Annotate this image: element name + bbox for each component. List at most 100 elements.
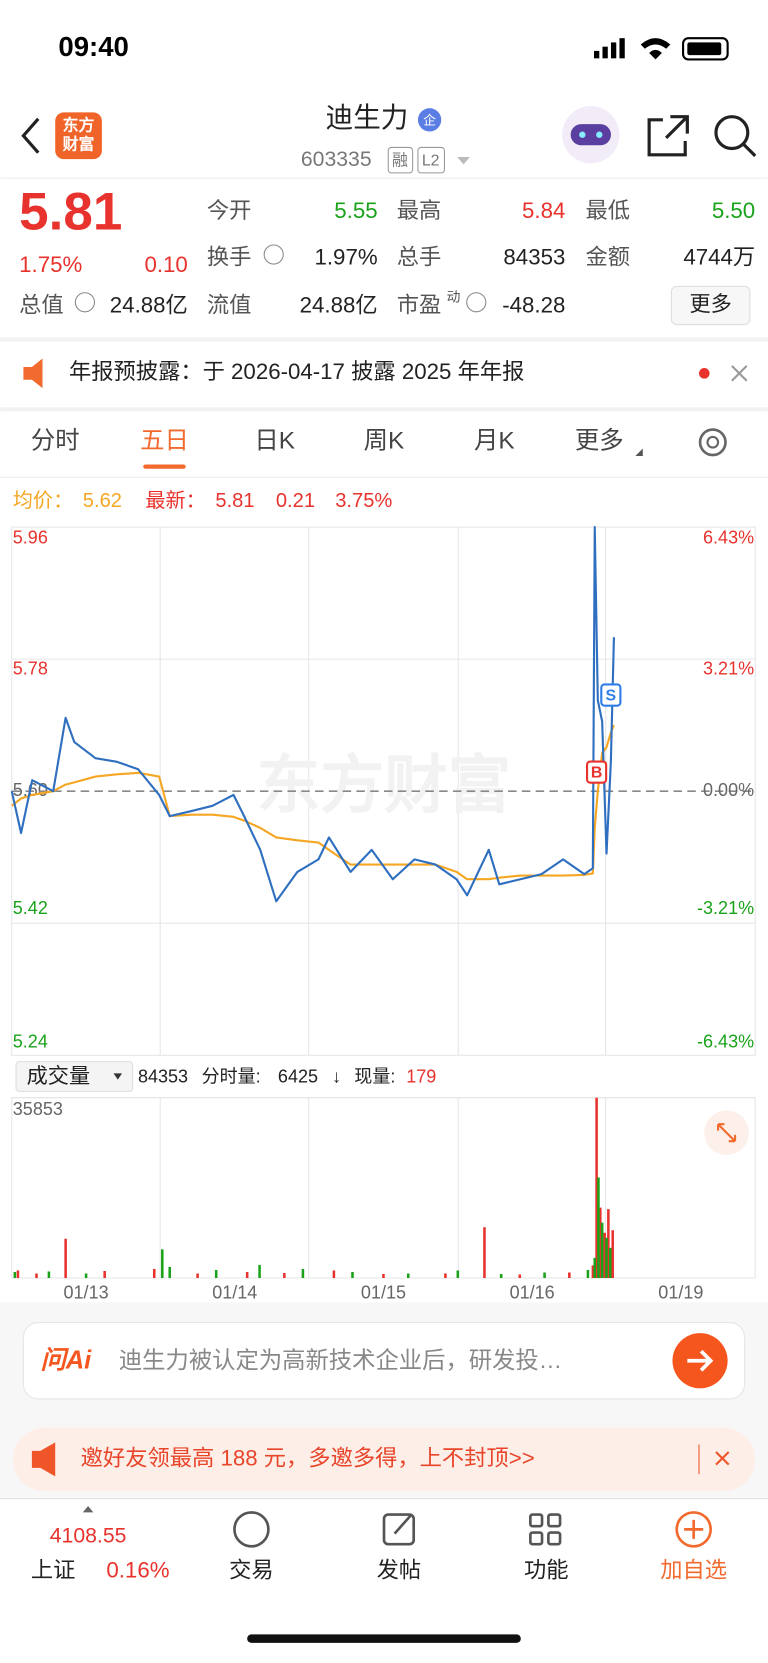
more-button[interactable] [670,285,751,326]
logo [55,112,102,160]
volume-bar [499,1273,503,1279]
volume-bar [35,1273,38,1279]
trade-marker-label: B [591,764,602,781]
volume-bar [543,1272,546,1279]
price: 5.81 [19,182,122,241]
volume-selector[interactable] [15,1061,134,1092]
tag: L2 [422,152,440,169]
volume-bar [406,1273,410,1279]
field-label: 金额 [586,245,631,270]
volume-bar [607,1209,610,1279]
volume-bar [608,1247,612,1279]
share-icon[interactable] [647,115,689,157]
field-label: 今开 [207,198,252,223]
y-tick-label: 5.78 [13,659,48,679]
change: 0.10 [144,252,187,277]
volume-bar [214,1269,218,1279]
field-value: 5.50 [712,198,755,223]
index-value: 4108.55 [50,1524,127,1547]
field-sup: 动 [447,290,461,305]
field-value: 5.84 [522,198,565,223]
volume-bar [103,1270,106,1279]
ai-prompt: 迪生力被认定为高新技术企业后，研发投… [119,1347,562,1373]
tab[interactable]: 五日 [140,428,189,455]
volume-bar [301,1268,305,1279]
tab[interactable]: 周K [364,428,405,455]
volume-bar [603,1232,606,1279]
nav-item[interactable]: 交易 [229,1558,274,1583]
field-label: 最高 [397,198,442,223]
latest-value: 5.81 [215,490,254,512]
volume-bar [351,1271,354,1279]
y2-tick-label: -3.21% [697,898,754,918]
x-tick-label: 01/13 [64,1283,109,1303]
volume-bar [161,1249,164,1279]
tab[interactable]: 分时 [31,428,80,455]
volume-bar [196,1273,199,1279]
volume-bar [605,1237,608,1279]
y2-tick-label: 0.00% [703,780,754,800]
ai-logo: 问Ai [40,1347,92,1375]
tab[interactable]: 日K [254,428,295,455]
x-tick-label: 01/19 [658,1283,703,1303]
field-label: 总手 [397,245,442,270]
tab[interactable]: 更多 [575,428,624,455]
volume-bar [599,1207,602,1279]
y-tick-label: 35853 [13,1099,63,1119]
field-value: -48.28 [502,292,565,317]
promo-banner[interactable] [12,1427,756,1492]
volume-bar [84,1273,88,1279]
volume-total: 84353 [138,1066,188,1086]
price-line [10,526,615,903]
volume-bar [444,1273,447,1279]
volume-bar [258,1264,261,1279]
index-name: 上证 [31,1558,76,1583]
y-tick-label: 5.96 [13,528,48,548]
current-volume-label: 现量: [354,1066,395,1086]
promo-text: 邀好友领最高 188 元，多邀多得，上不封顶>> [81,1445,535,1470]
volume-bar [13,1271,17,1279]
trade-marker-label: S [606,687,617,704]
field-label: 市盈 [397,292,442,317]
volume-bar [382,1273,385,1279]
current-volume: 179 [406,1066,436,1086]
y2-tick-label: -6.43% [697,1031,754,1051]
avg-value: 5.62 [83,490,122,512]
volume-bar [152,1268,156,1279]
search-icon[interactable] [714,115,750,151]
y2-tick-label: 6.43% [703,528,754,548]
clock: 09:40 [58,31,129,62]
ai-bar[interactable] [22,1322,746,1400]
logo-text: 东方 [63,115,95,134]
price-line [11,724,615,881]
field-value: 5.55 [334,198,377,223]
latest-label: 最新： [145,489,205,512]
change-pct: 1.75% [19,252,82,277]
nav-item[interactable]: 发帖 [377,1558,422,1583]
stock-name: 迪生力 [326,102,409,133]
watermark: 东方财富 [257,750,512,821]
field-value: 4744万 [683,245,755,270]
volume-bar [597,1177,600,1279]
stock-code: 603335 [301,148,372,171]
volume-bar [168,1266,171,1279]
x-tick-label: 01/16 [510,1283,555,1303]
volume-arrow: ↓ [332,1066,341,1086]
field-value: 1.97% [314,245,377,270]
field-value: 24.88亿 [300,292,378,317]
field-value: 24.88亿 [110,292,188,317]
tab[interactable]: 月K [474,428,515,455]
logo-text: 财富 [63,135,95,154]
x-tick-label: 01/14 [212,1283,257,1303]
volume-bar [595,1097,598,1279]
minute-volume: 6425 [278,1066,318,1086]
day-separators [159,527,607,1279]
volume-bar [591,1265,595,1279]
nav-item[interactable]: 功能 [524,1558,569,1583]
settings-icon[interactable] [698,428,727,457]
nav-item[interactable]: 加自选 [660,1558,727,1583]
y2-tick-label: 3.21% [703,659,754,679]
field-value: 84353 [503,245,565,270]
